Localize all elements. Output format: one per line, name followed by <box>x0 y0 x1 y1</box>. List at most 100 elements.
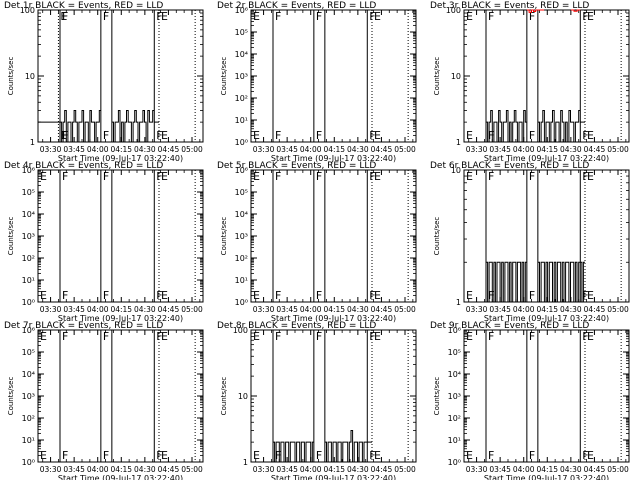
marker-label-bottom: E <box>161 449 168 462</box>
x-tick-label: 04:15 <box>536 305 558 314</box>
marker-label-top: F <box>103 330 109 343</box>
marker-label-bottom: E <box>587 289 594 302</box>
panel-det-3r: Det 3r BLACK = Events, RED = LLD 1 10 100 Co… <box>430 1 630 163</box>
marker-label-bottom: F <box>62 449 68 462</box>
events-trace <box>486 261 527 303</box>
marker-label-top: E <box>466 170 473 183</box>
y-tick-label: 10² <box>22 414 35 423</box>
marker-label-top: E <box>466 330 473 343</box>
marker-label-top: F <box>488 330 494 343</box>
marker-label-top: F <box>316 170 322 183</box>
x-tick-label: 04:00 <box>300 465 322 474</box>
y-tick-label: 10² <box>448 414 461 423</box>
y-tick-label: 10⁰ <box>448 458 461 467</box>
panel-det-9r: Det 9r BLACK = Events, RED = LLD 10⁰ 10¹ 10… <box>430 321 630 480</box>
marker-label-top: F <box>275 10 281 23</box>
y-axis-label: Counts/sec <box>7 377 15 416</box>
panel-det-5r: Det 5r BLACK = Events, RED = LLD 10⁰ 10¹ 10… <box>217 161 417 323</box>
marker-label-bottom: F <box>488 449 494 462</box>
y-tick-label: 10³ <box>235 72 248 81</box>
marker-label-bottom: F <box>275 289 281 302</box>
x-tick-label: 03:30 <box>466 305 488 314</box>
marker-label-top: E <box>161 10 168 23</box>
y-tick-label: 10⁴ <box>448 370 461 379</box>
x-tick-label: 04:15 <box>323 305 345 314</box>
marker-label-top: F <box>488 10 494 23</box>
x-tick-label: 03:45 <box>63 305 85 314</box>
lld-trace <box>526 9 538 13</box>
plot-frame <box>463 329 630 463</box>
marker-label-bottom: E <box>161 129 168 142</box>
marker-label-top: E <box>161 330 168 343</box>
panel-det-1r: Det 1r BLACK = Events, RED = LLD 1 10 100 Co… <box>4 1 204 163</box>
marker-label-bottom: F <box>275 449 281 462</box>
panel-title: Det 5r BLACK = Events, RED = LLD <box>217 161 376 171</box>
plot-frame <box>250 169 417 303</box>
marker-label-bottom: F <box>103 129 109 142</box>
y-tick-label: 10¹ <box>22 276 35 285</box>
panel-title: Det 2r BLACK = Events, RED = LLD <box>217 1 376 11</box>
marker-label-bottom: E <box>466 289 473 302</box>
plot-frame <box>37 329 204 463</box>
marker-label-top: F <box>62 170 68 183</box>
marker-label-bottom: F <box>369 129 375 142</box>
marker-label-top: F <box>275 170 281 183</box>
panel-title: Det 4r BLACK = Events, RED = LLD <box>4 161 163 171</box>
marker-label-bottom: E <box>253 129 260 142</box>
events-trace <box>486 110 527 143</box>
marker-label-top: F <box>103 170 109 183</box>
events-trace <box>537 110 581 143</box>
x-tick-label: 04:30 <box>347 145 369 154</box>
marker-label-bottom: F <box>156 449 162 462</box>
panel-det-8r: Det 8r BLACK = Events, RED = LLD 1 10 100 Co… <box>217 321 417 480</box>
marker-label-bottom: F <box>488 289 494 302</box>
marker-label-bottom: E <box>40 289 47 302</box>
marker-label-top: E <box>40 170 47 183</box>
y-tick-label: 10⁵ <box>22 188 35 197</box>
x-tick-label: 05:00 <box>181 465 203 474</box>
x-axis-label: Start Time (09-Jul-17 03:22:40) <box>484 474 609 480</box>
marker-label-bottom: F <box>488 129 494 142</box>
marker-label-bottom: E <box>466 449 473 462</box>
y-tick-label: 10⁰ <box>235 138 248 147</box>
marker-label-bottom: E <box>40 449 47 462</box>
y-tick-label: 10⁴ <box>22 210 35 219</box>
x-tick-label: 03:30 <box>466 465 488 474</box>
x-tick-label: 04:30 <box>560 305 582 314</box>
x-tick-label: 04:45 <box>584 145 606 154</box>
x-axis-label: Start Time (09-Jul-17 03:22:40) <box>484 314 609 323</box>
x-tick-label: 04:45 <box>371 145 393 154</box>
y-axis-label: Counts/sec <box>220 217 228 256</box>
marker-label-top: E <box>253 330 260 343</box>
panel-title: Det 3r BLACK = Events, RED = LLD <box>430 1 589 11</box>
marker-label-bottom: F <box>369 289 375 302</box>
marker-label-bottom: F <box>156 289 162 302</box>
y-tick-label: 1 <box>456 298 461 307</box>
marker-label-bottom: F <box>369 449 375 462</box>
y-tick-label: 10⁵ <box>448 348 461 357</box>
x-tick-label: 04:15 <box>323 145 345 154</box>
marker-label-top: E <box>374 10 381 23</box>
y-tick-label: 10⁵ <box>22 348 35 357</box>
x-tick-label: 03:30 <box>253 465 275 474</box>
marker-label-bottom: E <box>466 129 473 142</box>
y-tick-label: 10³ <box>448 392 461 401</box>
y-tick-label: 10⁶ <box>235 166 248 175</box>
x-tick-label: 05:00 <box>607 145 629 154</box>
x-tick-label: 05:00 <box>394 305 416 314</box>
marker-label-top: E <box>587 170 594 183</box>
y-tick-label: 10⁶ <box>22 166 35 175</box>
marker-label-bottom: E <box>587 129 594 142</box>
x-tick-label: 03:45 <box>489 145 511 154</box>
marker-label-bottom: F <box>316 289 322 302</box>
x-tick-label: 04:15 <box>110 145 132 154</box>
marker-label-bottom: F <box>582 129 588 142</box>
x-tick-label: 04:15 <box>536 145 558 154</box>
y-tick-label: 1 <box>456 138 461 147</box>
x-tick-label: 04:30 <box>134 465 156 474</box>
events-trace <box>60 110 101 143</box>
marker-label-bottom: F <box>316 449 322 462</box>
marker-label-top: E <box>253 170 260 183</box>
y-axis-label: Counts/sec <box>7 57 15 96</box>
lld-trace <box>570 9 581 12</box>
